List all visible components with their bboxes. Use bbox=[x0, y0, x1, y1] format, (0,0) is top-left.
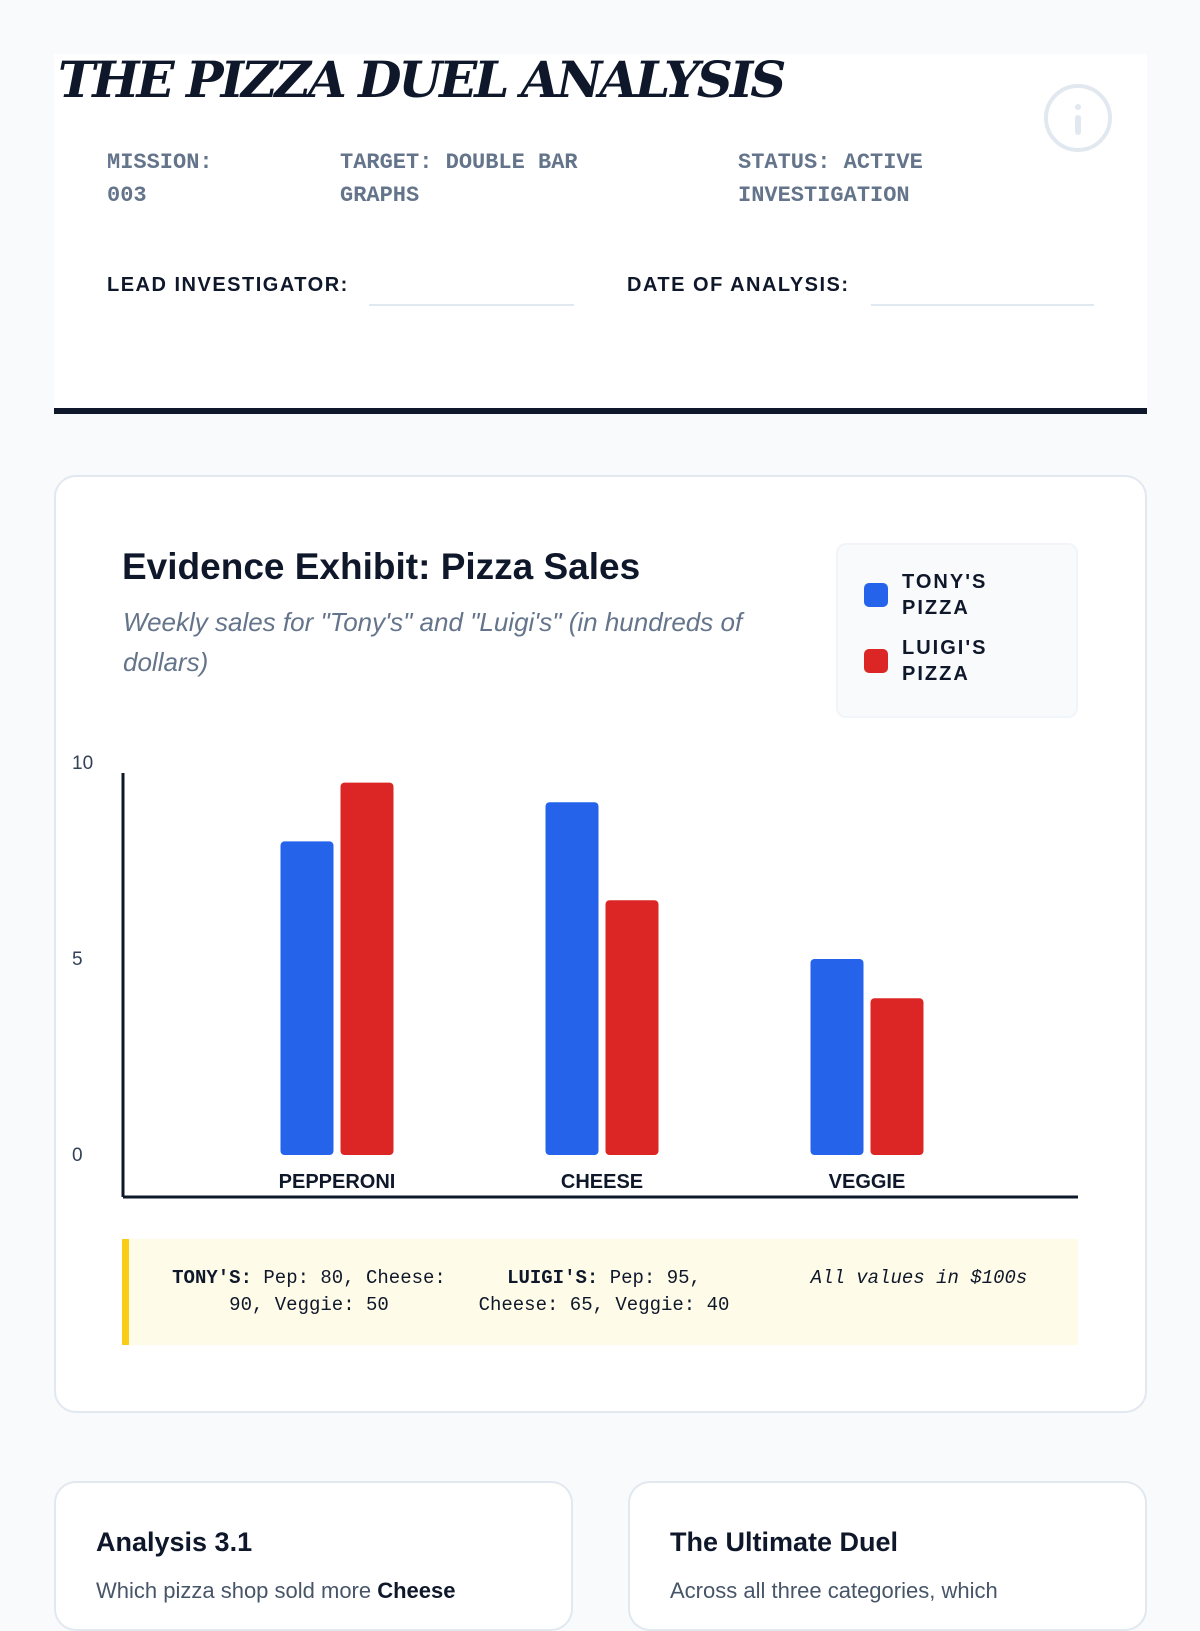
legend-item: TONY'S PIZZA bbox=[864, 569, 1076, 621]
card-text: Across all three categories, which bbox=[670, 1578, 998, 1603]
meta-status: STATUS: ACTIVE INVESTIGATION bbox=[738, 150, 923, 208]
meta-target: TARGET: DOUBLE BAR GRAPHS bbox=[340, 150, 578, 208]
bar bbox=[810, 959, 864, 1155]
chart-subtitle: Weekly sales for "Tony's" and "Luigi's" … bbox=[123, 607, 743, 677]
card-title: The Ultimate Duel bbox=[670, 1527, 899, 1557]
y-tick-label: 10 bbox=[72, 753, 93, 774]
note-text: Pep: 80, Cheese: 90, Veggie: 50 bbox=[229, 1267, 446, 1316]
card-text: Which pizza shop sold more bbox=[96, 1578, 378, 1603]
note: All values in $100s bbox=[810, 1267, 1028, 1289]
page-title: THE PIZZA DUEL ANALYSIS bbox=[58, 50, 786, 109]
note: LUIGI'S: Pep: 95, Cheese: 65, Veggie: 40 bbox=[464, 1265, 744, 1319]
legend-label: TONY'S PIZZA bbox=[902, 571, 988, 619]
chart: 0 5 10 PEPPERONI CHEESE VEGGIE bbox=[72, 753, 1078, 1199]
info-button[interactable] bbox=[1044, 84, 1112, 152]
chart-title: Evidence Exhibit: Pizza Sales bbox=[122, 546, 641, 587]
x-tick-label: VEGGIE bbox=[829, 1171, 906, 1193]
meta-mission: MISSION: 003 bbox=[107, 150, 213, 208]
legend-label: LUIGI'S PIZZA bbox=[902, 637, 988, 685]
evidence-notes: TONY'S: Pep: 80, Cheese: 90, Veggie: 50 … bbox=[122, 1239, 1078, 1345]
header-card bbox=[54, 54, 1147, 414]
bar bbox=[870, 998, 924, 1155]
bar bbox=[340, 782, 394, 1155]
legend: TONY'S PIZZA LUIGI'S PIZZA bbox=[836, 543, 1078, 718]
field-label: LEAD INVESTIGATOR: bbox=[107, 274, 349, 296]
note-text: Pep: 95, Cheese: 65, Veggie: 40 bbox=[478, 1267, 730, 1316]
card-text: Which pizza shop sold more Cheese bbox=[96, 1578, 531, 1604]
y-tick-label: 0 bbox=[72, 1145, 83, 1166]
question-card: The Ultimate Duel Across all three categ… bbox=[628, 1481, 1147, 1631]
input-line[interactable] bbox=[871, 304, 1094, 306]
note: TONY'S: Pep: 80, Cheese: 90, Veggie: 50 bbox=[159, 1265, 459, 1319]
x-tick-label: PEPPERONI bbox=[279, 1171, 396, 1193]
question-card: Analysis 3.1 Which pizza shop sold more … bbox=[54, 1481, 573, 1631]
info-icon bbox=[1075, 104, 1081, 135]
field-label: DATE OF ANALYSIS: bbox=[627, 274, 850, 296]
bar bbox=[280, 841, 334, 1155]
legend-item: LUIGI'S PIZZA bbox=[864, 635, 1076, 687]
card-emphasis: Cheese bbox=[377, 1578, 456, 1603]
note-label: LUIGI'S: bbox=[507, 1267, 599, 1289]
y-tick-label: 5 bbox=[72, 949, 83, 970]
legend-swatch bbox=[864, 583, 888, 607]
x-tick-label: CHEESE bbox=[561, 1171, 643, 1193]
input-line[interactable] bbox=[369, 304, 574, 306]
card-title: Analysis 3.1 bbox=[96, 1527, 253, 1557]
bar bbox=[605, 900, 659, 1155]
legend-swatch bbox=[864, 649, 888, 673]
note-label: TONY'S: bbox=[172, 1267, 252, 1289]
bar bbox=[545, 802, 599, 1155]
